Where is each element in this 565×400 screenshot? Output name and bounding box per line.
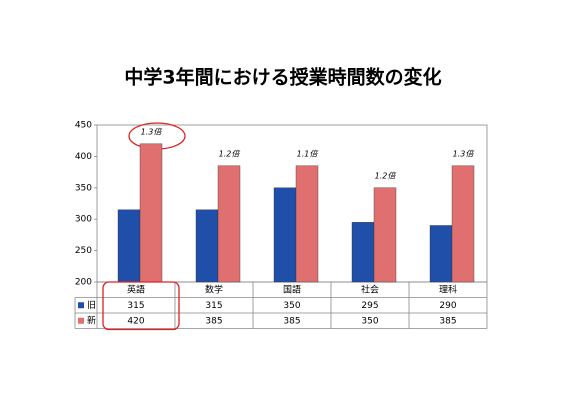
legend-label: 新 [87,314,96,326]
table-value: 385 [205,316,222,326]
bar [351,222,375,283]
bar [373,187,397,283]
annotation: 1.2倍 [219,149,241,158]
table-value: 385 [283,316,300,326]
table-value: 290 [439,301,456,311]
category-label: 社会 [361,283,379,295]
table-value: 350 [361,316,378,326]
bar [139,143,163,283]
table-value: 315 [127,301,144,311]
chart-title: 中学3年間における授業時間数の変化 [124,66,441,89]
bar [195,209,219,283]
legend-swatch [78,317,84,324]
table-value: 350 [283,301,300,311]
bar [117,209,141,283]
y-tick-label: 200 [75,278,92,288]
bar [295,165,319,283]
y-tick-label: 350 [75,183,92,193]
table-value: 315 [205,301,222,311]
y-tick-label: 400 [75,152,92,162]
table-value: 420 [127,316,144,326]
highlight-box [102,281,180,331]
bar [451,165,475,283]
annotation: 1.3倍 [453,149,475,158]
bar [273,187,297,283]
annotation: 1.2倍 [375,171,397,180]
bar [429,225,453,283]
table-value: 385 [439,316,456,326]
legend-swatch [78,302,84,309]
legend-label: 旧 [87,300,96,311]
table-value: 295 [361,301,378,311]
annotation: 1.1倍 [297,149,319,158]
category-label: 英語 [127,283,145,295]
category-label: 理科 [439,283,457,295]
y-tick-label: 450 [75,121,92,131]
annotation: 1.3倍 [141,127,163,136]
bar [217,165,241,283]
category-label: 国語 [283,283,301,295]
category-label: 数学 [205,283,223,295]
y-tick-label: 300 [75,215,92,225]
y-tick-label: 250 [75,246,92,256]
